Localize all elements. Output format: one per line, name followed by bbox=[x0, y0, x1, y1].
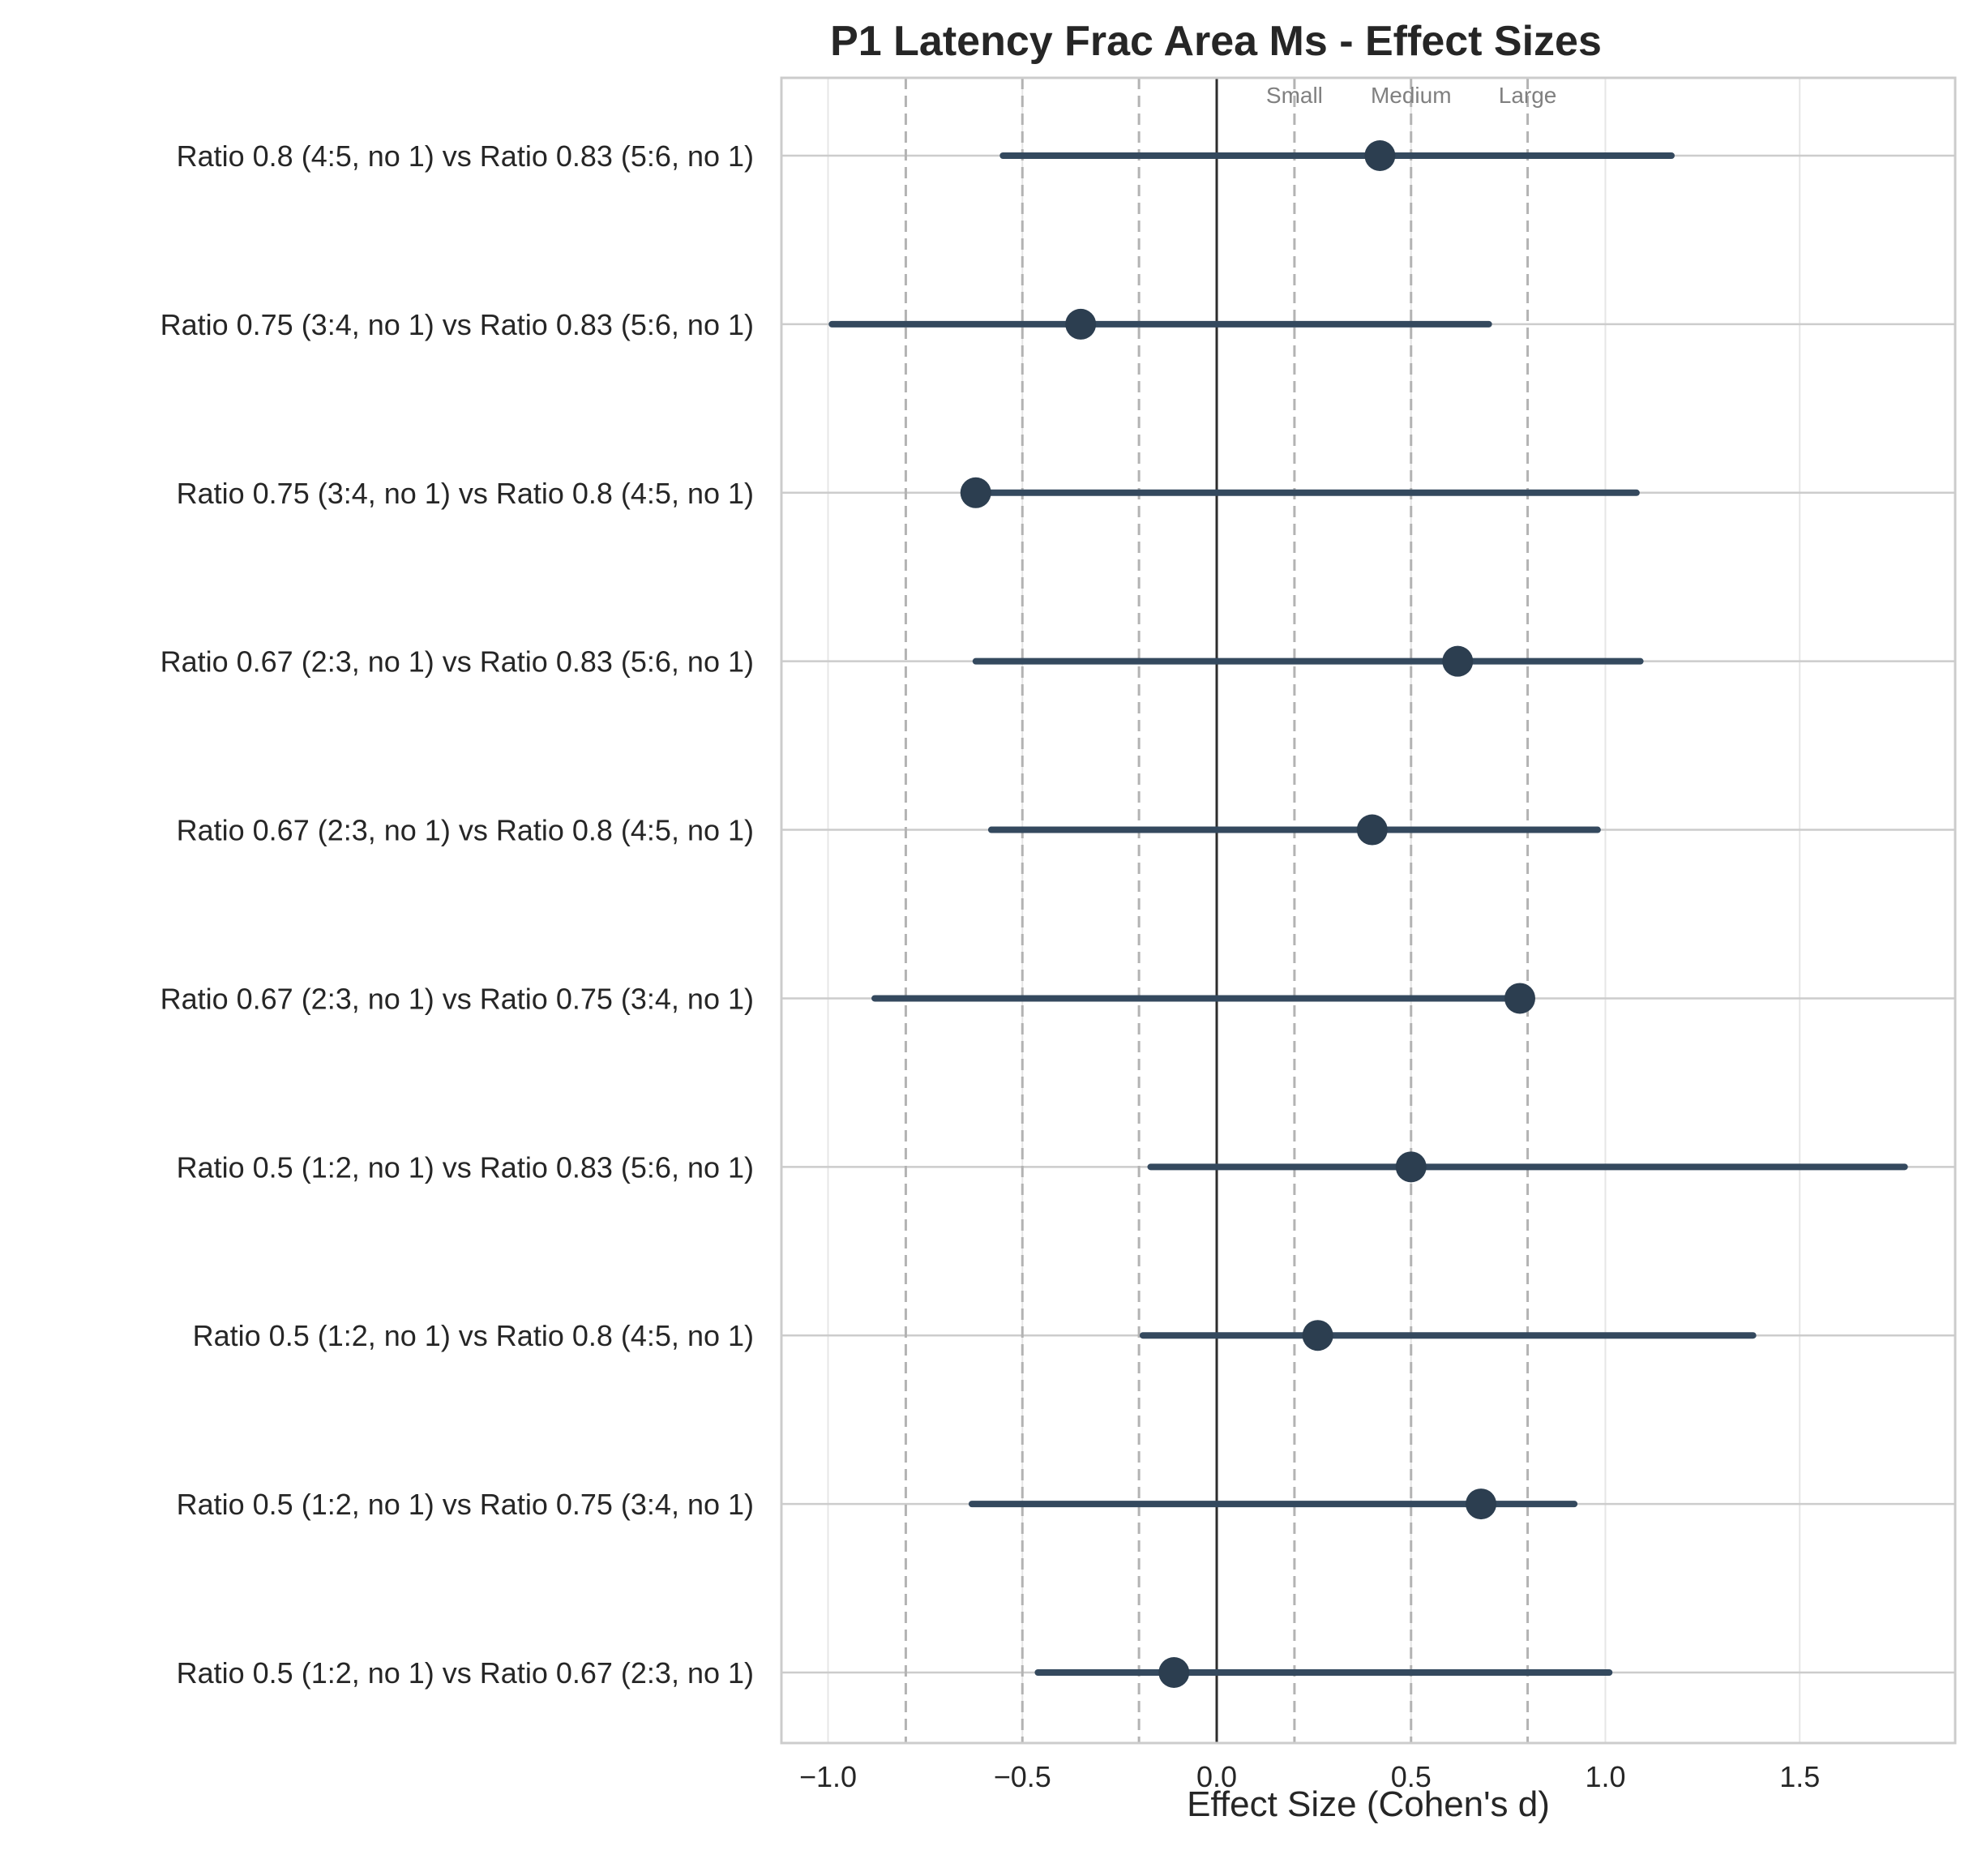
y-tick-label: Ratio 0.75 (3:4, no 1) vs Ratio 0.83 (5:… bbox=[160, 308, 754, 341]
y-tick-label: Ratio 0.5 (1:2, no 1) vs Ratio 0.8 (4:5,… bbox=[193, 1319, 754, 1352]
x-axis-label: Effect Size (Cohen's d) bbox=[1187, 1784, 1550, 1824]
y-tick-label: Ratio 0.67 (2:3, no 1) vs Ratio 0.83 (5:… bbox=[160, 645, 754, 679]
reference-lines-layer bbox=[904, 78, 1530, 1743]
reference-line-label: Large bbox=[1499, 83, 1557, 108]
grid-layer bbox=[781, 78, 1955, 1743]
effect-point bbox=[1302, 1320, 1333, 1351]
y-tick-label: Ratio 0.8 (4:5, no 1) vs Ratio 0.83 (5:6… bbox=[177, 139, 754, 173]
x-tick-label: −0.5 bbox=[994, 1760, 1051, 1793]
reference-line-label: Small bbox=[1266, 83, 1323, 108]
reference-line-labels: Small Medium Large bbox=[1266, 83, 1557, 108]
effect-point bbox=[1158, 1657, 1190, 1688]
y-tick-labels: Ratio 0.8 (4:5, no 1) vs Ratio 0.83 (5:6… bbox=[160, 139, 754, 1690]
effect-point bbox=[1356, 814, 1388, 846]
effect-points-layer bbox=[960, 140, 1535, 1688]
effect-point bbox=[1364, 140, 1396, 171]
y-tick-label: Ratio 0.5 (1:2, no 1) vs Ratio 0.67 (2:3… bbox=[177, 1656, 754, 1690]
effect-point bbox=[1466, 1488, 1497, 1520]
x-tick-labels: −1.0 −0.5 0.0 0.5 1.0 1.5 bbox=[799, 1760, 1820, 1793]
effect-point bbox=[1065, 308, 1097, 340]
x-tick-label: −1.0 bbox=[799, 1760, 857, 1793]
x-tick-label: 0.5 bbox=[1391, 1760, 1432, 1793]
chart-title: P1 Latency Frac Area Ms - Effect Sizes bbox=[830, 18, 1602, 65]
reference-line-label: Medium bbox=[1371, 83, 1452, 108]
y-tick-label: Ratio 0.67 (2:3, no 1) vs Ratio 0.75 (3:… bbox=[160, 982, 754, 1015]
y-tick-label: Ratio 0.75 (3:4, no 1) vs Ratio 0.8 (4:5… bbox=[177, 477, 754, 510]
effect-point bbox=[960, 477, 991, 508]
x-tick-label: 1.5 bbox=[1779, 1760, 1820, 1793]
y-tick-label: Ratio 0.67 (2:3, no 1) vs Ratio 0.8 (4:5… bbox=[177, 814, 754, 847]
effect-point bbox=[1504, 983, 1535, 1014]
x-tick-label: 1.0 bbox=[1585, 1760, 1625, 1793]
effect-point bbox=[1442, 645, 1474, 677]
confidence-intervals-layer bbox=[828, 152, 1908, 1676]
effect-point bbox=[1395, 1151, 1427, 1183]
y-tick-label: Ratio 0.5 (1:2, no 1) vs Ratio 0.83 (5:6… bbox=[177, 1150, 754, 1184]
y-tick-label: Ratio 0.5 (1:2, no 1) vs Ratio 0.75 (3:4… bbox=[177, 1488, 754, 1521]
x-tick-label: 0.0 bbox=[1196, 1760, 1237, 1793]
plot-frame bbox=[780, 76, 1957, 1745]
